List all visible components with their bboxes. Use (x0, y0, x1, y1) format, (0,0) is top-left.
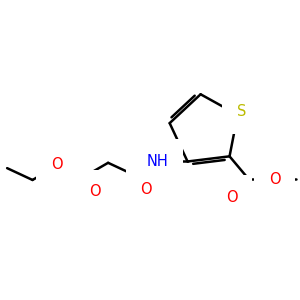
Text: O: O (51, 158, 63, 172)
Text: NH: NH (147, 154, 168, 169)
Text: O: O (269, 172, 281, 187)
Text: S: S (237, 104, 246, 119)
Text: O: O (89, 184, 101, 200)
Text: O: O (226, 190, 238, 205)
Text: O: O (140, 182, 152, 197)
